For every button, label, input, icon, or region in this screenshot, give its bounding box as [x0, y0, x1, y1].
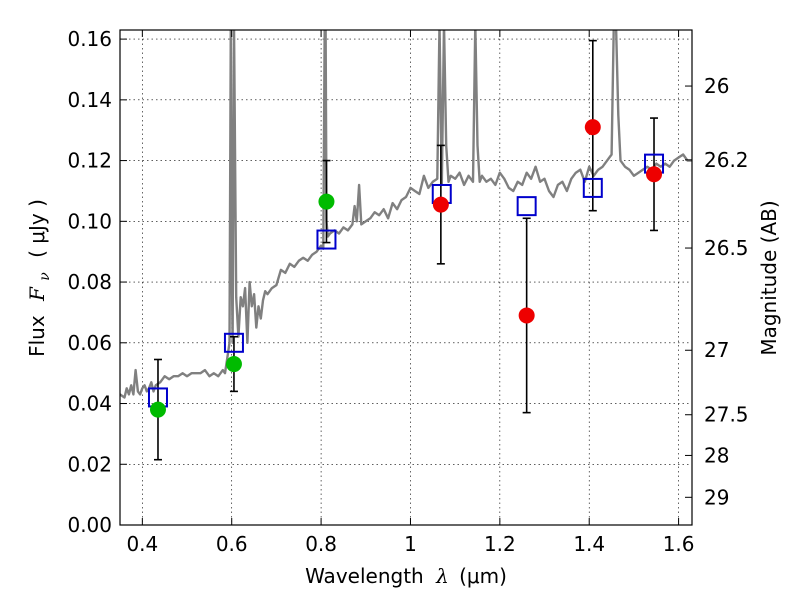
data-markers: [147, 119, 665, 418]
y-tick-label: 0.02: [67, 452, 112, 476]
y-tick-label: 0.04: [67, 392, 112, 416]
observed-point-marker: [318, 193, 335, 210]
magnitude-tick-label: 29: [704, 485, 729, 509]
y-tick-label: 0.00: [67, 513, 112, 537]
magnitude-tick-label: 27: [704, 338, 729, 362]
observed-point-marker: [432, 196, 449, 213]
magnitude-tick-label: 27.5: [704, 403, 749, 427]
y-axis-label-unit: ( μJy ): [25, 199, 49, 258]
model-square-marker: [316, 229, 337, 250]
spectrum-line: [120, 30, 692, 399]
y-axis-label: Flux F ν ( μJy ): [25, 199, 54, 357]
model-square-marker: [223, 332, 244, 353]
x-axis-label: Wavelength λ (μm): [305, 564, 507, 588]
x-axis-label-symbol: λ: [435, 564, 449, 588]
x-tick-label: 0.6: [216, 532, 248, 556]
y-tick-label: 0.16: [67, 27, 112, 51]
y-tick-label: 0.10: [67, 209, 112, 233]
magnitude-tick-label: 26: [704, 74, 729, 98]
x-tick-label: 1: [404, 532, 417, 556]
right-axis-label: Magnitude (AB): [757, 200, 781, 355]
y-tick-label: 0.14: [67, 88, 112, 112]
observed-point-marker: [518, 307, 535, 324]
observed-point-marker: [149, 401, 166, 418]
observed-point-marker: [584, 119, 601, 136]
tick-labels: 0.4 0.6 0.8 1 1.2 1.4 1.6 0.00 0.02 0.04 0.06 0.08 0…: [67, 27, 748, 556]
y-tick-label: 0.06: [67, 331, 112, 355]
observed-point-marker: [646, 166, 663, 183]
magnitude-tick-label: 28: [704, 443, 729, 467]
axis-ticks: [120, 30, 692, 526]
x-tick-label: 1.6: [663, 532, 695, 556]
x-tick-label: 0.4: [126, 532, 158, 556]
x-axis-label-unit: (μm): [459, 564, 507, 588]
x-axis-label-text: Wavelength: [305, 564, 424, 588]
y-axis-label-subscript: ν: [37, 272, 53, 281]
y-tick-label: 0.08: [67, 270, 112, 294]
magnitude-tick-label: 26.2: [704, 148, 749, 172]
y-axis-label-symbol: F: [25, 286, 49, 302]
model-square-marker: [516, 196, 537, 217]
observed-point-marker: [225, 356, 242, 373]
x-tick-label: 1.2: [484, 532, 516, 556]
magnitude-tick-label: 26.5: [704, 236, 749, 260]
y-tick-label: 0.12: [67, 149, 112, 173]
plot-frame: [119, 29, 693, 526]
x-tick-label: 1.4: [573, 532, 605, 556]
model-square-marker: [582, 177, 603, 198]
x-tick-label: 0.8: [305, 532, 337, 556]
plot-area: [120, 30, 692, 399]
y-axis-label-text: Flux: [25, 315, 49, 357]
grid-lines: [120, 30, 692, 525]
